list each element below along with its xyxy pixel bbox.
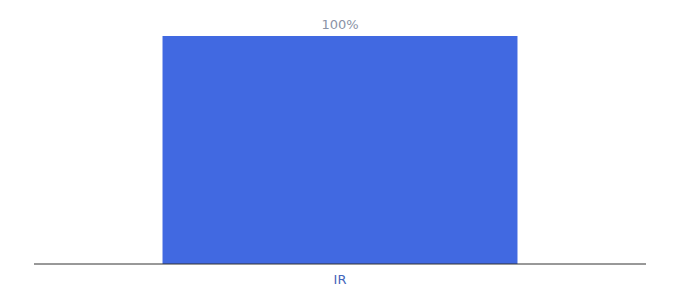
- chart-container: 100% IR: [0, 0, 680, 300]
- bar: [163, 36, 518, 264]
- data-label: 100%: [321, 17, 358, 32]
- bars: [163, 36, 518, 264]
- x-axis-line: [34, 264, 646, 265]
- labels: 100% IR: [321, 17, 358, 287]
- x-tick-label: IR: [334, 272, 347, 287]
- chart-svg: 100% IR: [0, 0, 680, 300]
